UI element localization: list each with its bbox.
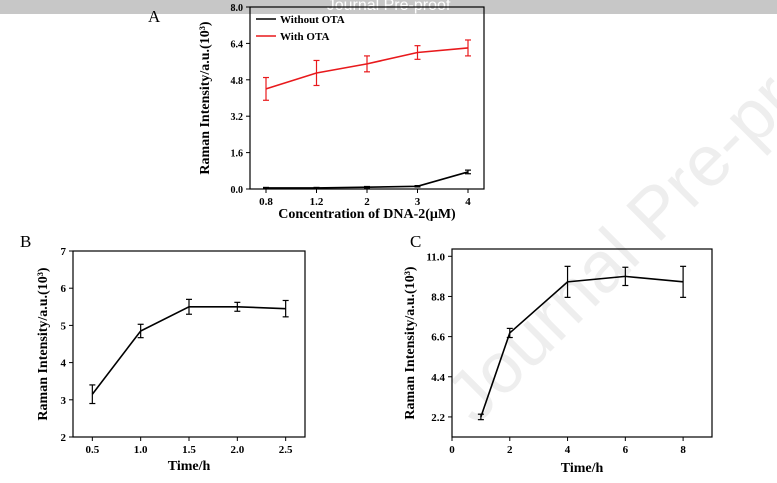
chart-a-x-tick-label: 4 xyxy=(465,196,471,208)
chart-a-x-tick-label: 2 xyxy=(364,196,370,208)
chart-b-x-tick-label: 1.0 xyxy=(134,444,148,456)
chart-c-plot-frame xyxy=(451,248,713,438)
chart-a-y-tick-label: 4.8 xyxy=(231,76,244,87)
chart-c-y-axis-label: Raman Intensity/a.u.(10³) xyxy=(403,266,418,419)
chart-b-y-tick-label: 2 xyxy=(61,432,67,444)
panel-label-a: A xyxy=(148,7,161,26)
chart-c-series-0-line xyxy=(480,275,684,418)
chart-b-y-tick-label: 6 xyxy=(61,283,67,295)
chart-b-y-tick-label: 4 xyxy=(61,358,67,370)
panel-label-b: B xyxy=(20,232,32,251)
chart-b-y-tick-label: 7 xyxy=(61,246,67,258)
chart-c-x-tick-label: 2 xyxy=(507,444,513,456)
chart-b-x-tick-label: 0.5 xyxy=(85,444,99,456)
chart-c-x-tick-label: 4 xyxy=(565,444,571,456)
chart-a-x-axis-label: Concentration of DNA-2(μM) xyxy=(278,207,456,222)
chart-a-y-tick-label: 8.0 xyxy=(231,3,244,14)
chart-b-y-tick-label: 3 xyxy=(61,395,67,407)
chart-c-y-tick-label: 6.6 xyxy=(431,332,445,344)
chart-b-x-tick-label: 2.5 xyxy=(279,444,293,456)
chart-c-x-tick-label: 8 xyxy=(680,444,686,456)
chart-a-y-tick-label: 1.6 xyxy=(231,149,244,160)
chart-a-x-tick-label: 0.8 xyxy=(259,196,273,208)
chart-b-series-0-line xyxy=(91,305,286,395)
chart-a-y-axis-label: Raman Intensity/a.u.(10³) xyxy=(198,21,213,174)
chart-c-x-tick-label: 0 xyxy=(449,444,455,456)
chart-a-x-tick-label: 1.2 xyxy=(310,196,324,208)
chart-b-y-axis-label: Raman Intensity/a.u.(10³) xyxy=(36,267,51,420)
chart-b-plot-frame xyxy=(72,250,306,438)
chart-a-x-tick-label: 3 xyxy=(415,196,421,208)
chart-a-y-tick-label: 3.2 xyxy=(231,112,244,123)
panel-label-c: C xyxy=(410,232,422,251)
chart-a-y-tick-label: 6.4 xyxy=(231,39,244,50)
chart-b-y-tick-label: 5 xyxy=(61,320,67,332)
chart-c-y-tick-label: 11.0 xyxy=(426,251,445,263)
chart-a-y-tick-label: 0.0 xyxy=(231,185,244,196)
chart-c-x-axis-label: Time/h xyxy=(561,461,604,476)
chart-a-legend-label: Without OTA xyxy=(280,14,345,26)
chart-b-x-tick-label: 2.0 xyxy=(230,444,244,456)
chart-a-series-0-line xyxy=(266,171,469,189)
chart-c-y-tick-label: 2.2 xyxy=(431,412,445,424)
chart-b-x-tick-label: 1.5 xyxy=(182,444,196,456)
chart-b-x-axis-label: Time/h xyxy=(168,459,211,474)
chart-c-x-tick-label: 6 xyxy=(623,444,629,456)
chart-a-legend-label: With OTA xyxy=(280,31,329,43)
chart-c-y-tick-label: 4.4 xyxy=(431,372,445,384)
chart-c-y-tick-label: 8.8 xyxy=(431,291,445,303)
